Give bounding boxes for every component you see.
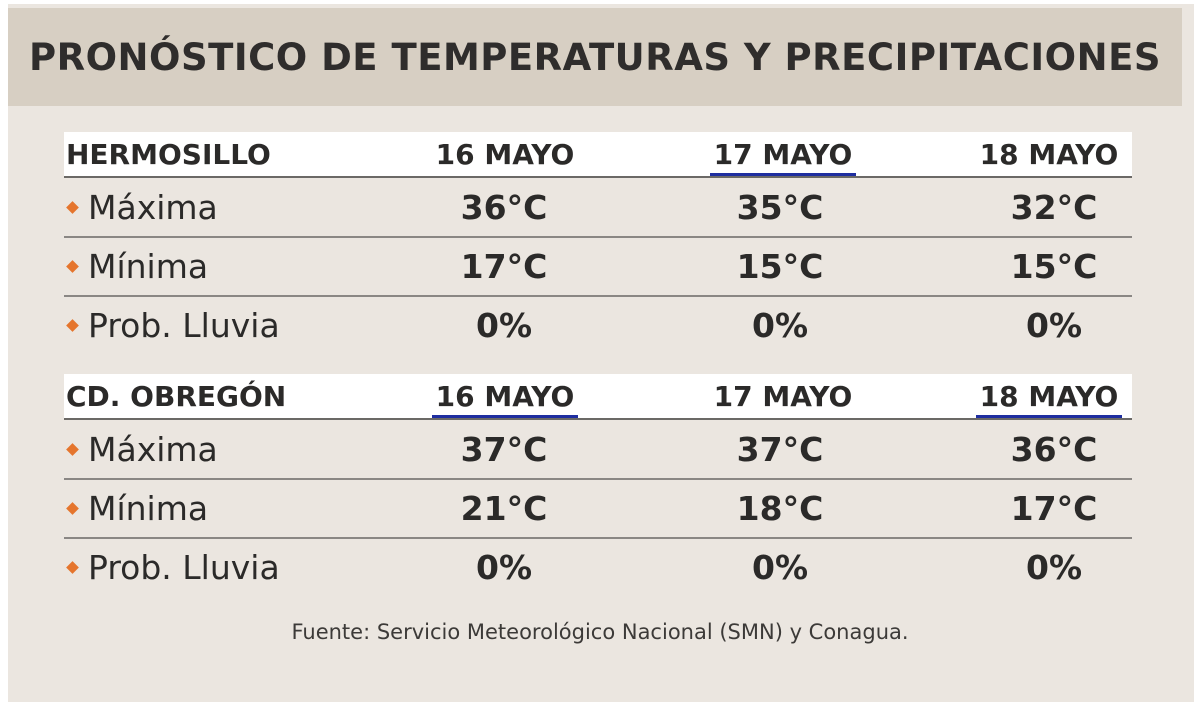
max-temp-row: Máxima 37°C 37°C 36°C [64,420,1132,480]
row-label: Prob. Lluvia [88,548,280,587]
row-label: Mínima [88,247,209,286]
date-header: 18 MAYO [976,379,1122,418]
row-label: Prob. Lluvia [88,306,280,345]
min-temp-row: Mínima 17°C 15°C 15°C [64,237,1132,297]
city-header-row: HERMOSILLO 16 MAYO 17 MAYO 18 MAYO [64,132,1132,178]
diamond-bullet-icon [66,319,79,332]
value-cell: 0% [1025,306,1083,345]
value-cell: 21°C [460,489,548,528]
row-label: Mínima [88,489,209,528]
value-cell: 0% [751,548,809,587]
value-cell: 37°C [460,430,548,469]
value-cell: 0% [475,306,533,345]
value-cell: 36°C [1010,430,1098,469]
value-cell: 18°C [736,489,824,528]
rain-prob-row: Prob. Lluvia 0% 0% 0% [64,296,1132,354]
title-banner: PRONÓSTICO DE TEMPERATURAS Y PRECIPITACI… [8,8,1182,106]
diamond-bullet-icon [66,502,79,515]
rain-prob-row: Prob. Lluvia 0% 0% 0% [64,538,1132,596]
date-header: 18 MAYO [979,138,1119,171]
diamond-bullet-icon [66,201,79,214]
value-cell: 0% [751,306,809,345]
max-temp-row: Máxima 36°C 35°C 32°C [64,178,1132,238]
row-label: Máxima [88,430,218,469]
diamond-bullet-icon [66,260,79,273]
date-header: 16 MAYO [432,379,578,418]
date-header: 17 MAYO [713,380,853,413]
value-cell: 32°C [1010,188,1098,227]
city-name: HERMOSILLO [66,138,271,171]
date-header: 16 MAYO [435,138,575,171]
row-label: Máxima [88,188,218,227]
forecast-card [8,4,1194,702]
date-header: 17 MAYO [710,137,856,176]
value-cell: 15°C [736,247,824,286]
value-cell: 15°C [1010,247,1098,286]
city-name: CD. OBREGÓN [66,380,287,413]
value-cell: 36°C [460,188,548,227]
value-cell: 0% [1025,548,1083,587]
city-header-row: CD. OBREGÓN 16 MAYO 17 MAYO 18 MAYO [64,374,1132,420]
value-cell: 17°C [460,247,548,286]
page-title: PRONÓSTICO DE TEMPERATURAS Y PRECIPITACI… [28,35,1162,79]
diamond-bullet-icon [66,561,79,574]
value-cell: 17°C [1010,489,1098,528]
value-cell: 0% [475,548,533,587]
value-cell: 35°C [736,188,824,227]
diamond-bullet-icon [66,443,79,456]
value-cell: 37°C [736,430,824,469]
min-temp-row: Mínima 21°C 18°C 17°C [64,479,1132,539]
source-note: Fuente: Servicio Meteorológico Nacional … [291,620,909,644]
